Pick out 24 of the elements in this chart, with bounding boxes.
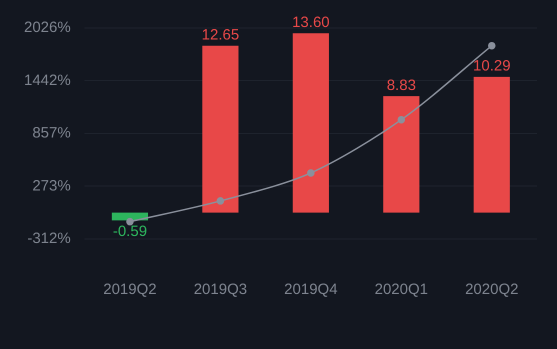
point <box>216 197 224 205</box>
x-tick-label: 2020Q1 <box>374 281 428 298</box>
data-label: 13.60 <box>292 14 330 31</box>
data-label: 10.29 <box>472 58 511 75</box>
y-tick-label: -312% <box>27 230 71 248</box>
y-tick-label: 857% <box>32 124 71 142</box>
y-tick-label: 1442% <box>24 72 71 89</box>
bar <box>474 76 510 213</box>
point <box>488 42 496 50</box>
bar <box>292 33 329 213</box>
point <box>398 116 406 124</box>
x-tick-label: 2019Q2 <box>103 281 157 298</box>
x-tick-label: 2019Q3 <box>194 281 248 298</box>
y-tick-label: 2026% <box>24 19 71 36</box>
bar <box>202 46 238 213</box>
point <box>307 169 315 177</box>
bar <box>383 96 420 213</box>
data-label: 12.65 <box>202 26 240 44</box>
point <box>126 218 134 226</box>
x-tick-label: 2019Q4 <box>284 281 338 298</box>
x-tick-label: 2020Q2 <box>465 281 518 298</box>
data-label: -0.59 <box>112 223 148 240</box>
data-label: 8.83 <box>386 76 416 94</box>
y-tick-label: 273% <box>32 177 71 194</box>
